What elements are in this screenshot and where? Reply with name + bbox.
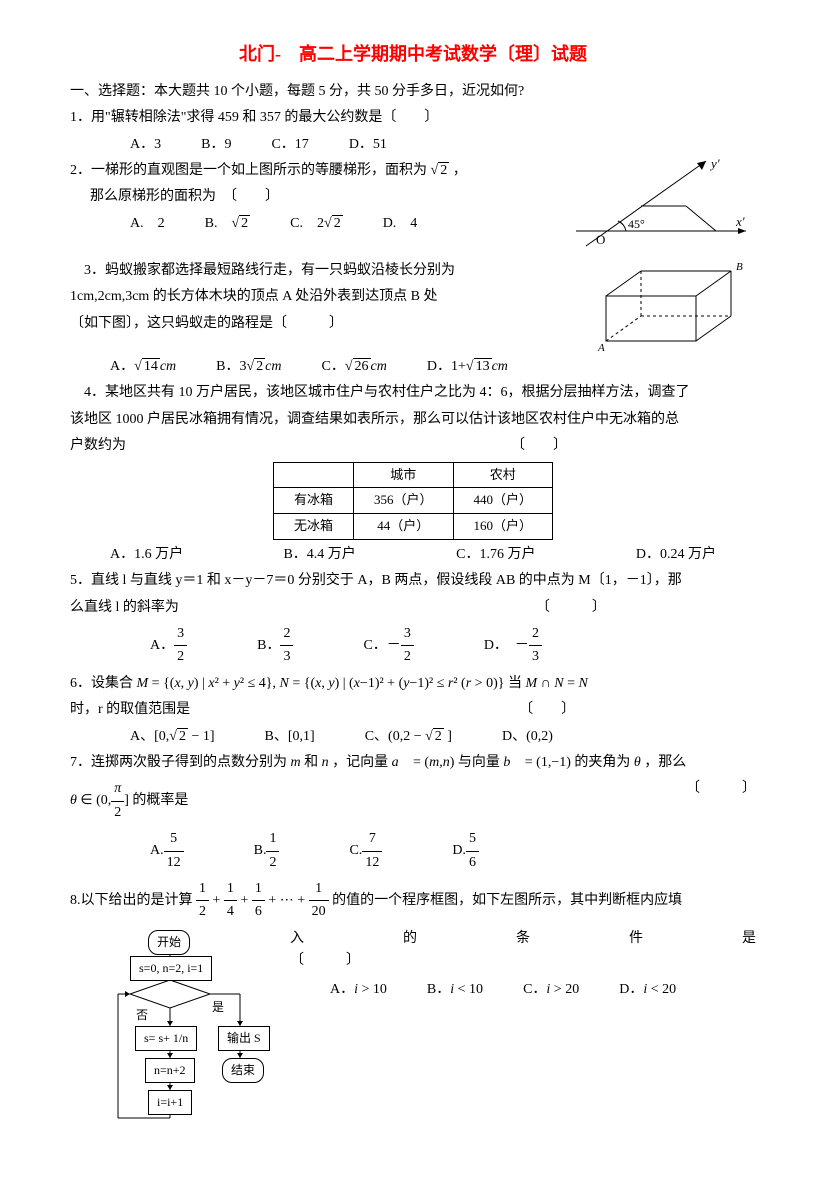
q4-line1: 4．某地区共有 10 万户居民，该地区城市住户与农村住户之比为 4：6，根据分层… [70,382,756,404]
q6-opt-b: B、[0,1] [265,726,315,748]
q2-opt-d: D. 4 [383,213,418,235]
fc-s: s= s+ 1/n [135,1026,197,1051]
q8-line1: 8.以下给出的是计算 12 + 14 + 16 + ⋯ + 120 的值的一个程… [70,878,756,924]
fc-out: 输出 S [218,1026,270,1051]
q7-opt-b: B.12 [254,828,280,874]
q6-options: A、[0,2 − 1] B、[0,1] C、(0,2 − 2 ] D、(0,2) [130,726,756,748]
q3-line2: 1cm,2cm,3cm 的长方体木块的顶点 A 处沿外表到达顶点 B 处 [70,286,586,308]
q7-line2: θ ∈ (0,π2] 的概率是 〔 〕 [70,778,756,824]
q4-line2: 该地区 1000 户居民冰箱拥有情况，调查结果如表所示，那么可以估计该地区农村住… [70,409,756,431]
angle-label: 45° [628,217,645,231]
q3-opt-c: C．26cm [322,356,387,378]
fc-i: i=i+1 [148,1090,192,1115]
q4-opt-a: A．1.6 万户 [110,544,183,566]
q5-opt-d: D． －23 [484,623,542,669]
q6-opt-c: C、(0,2 − 2 ] [365,726,452,748]
fc-no: 否 [136,1006,148,1025]
q2-opt-b: B. 2 [205,213,251,235]
q1-opt-b: B．9 [201,134,231,156]
q5-opt-c: C．－32 [363,623,413,669]
q4-table: 城市农村 有冰箱356（户）440（户） 无冰箱44（户）160（户） [273,462,553,540]
fc-init: s=0, n=2, i=1 [130,956,212,981]
q6-line1: 6．设集合 M = {(x, y) | x² + y² ≤ 4}, N = {(… [70,673,756,695]
q3-opt-d: D．1+13cm [427,356,508,378]
q5-opt-a: A．32 [150,623,187,669]
q4-r2c1: 44（户） [353,514,453,540]
q5-line1: 5．直线 l 与直线 y＝1 和 x－y－7＝0 分别交于 A，B 两点，假设线… [70,570,756,592]
q7-opt-c: C.712 [349,828,382,874]
origin-label: O [596,232,605,247]
q4-th1: 城市 [353,462,453,488]
q8-opt-a: A．i > 10 [330,979,387,1001]
q8-line2: 入的条件是 [290,928,756,950]
trapezoid-figure: y′ x′ O 45° [556,156,756,256]
q5-options: A．32 B．23 C．－32 D． －23 [150,623,756,669]
q6-opt-d: D、(0,2) [502,726,553,748]
flowchart-figure: 开始 s=0, n=2, i=1 否 是 s= s+ 1/n 输出 S n=n+… [100,928,280,1148]
q3-options: A．14cm B．32cm C．26cm D．1+13cm [110,356,756,378]
question-2-line1: 2．一梯形的直观图是一个如上图所示的等腰梯形，面积为 2 ， [70,160,556,182]
q3-opt-a: A．14cm [110,356,176,378]
question-2-line2: 那么原梯形的面积为 〔 〕 [90,186,556,208]
q3-opt-b: B．32cm [216,356,281,378]
q2-text1: 2．一梯形的直观图是一个如上图所示的等腰梯形，面积为 [70,163,431,178]
q1-opt-c: C．17 [271,134,308,156]
q4-r2: 无冰箱 [273,514,353,540]
q4-th2: 农村 [453,462,553,488]
q4-r1c2: 440（户） [453,488,553,514]
section-heading: 一、选择题：本大题共 10 个小题，每题 5 分，共 50 分手多日，近况如何? [70,81,756,103]
q6-opt-a: A、[0,2 − 1] [130,726,215,748]
fc-n: n=n+2 [145,1058,195,1083]
q8-opt-c: C．i > 20 [523,979,579,1001]
question-1: 1．用"辗转相除法"求得 459 和 357 的最大公约数是〔 〕 [70,107,756,129]
q4-opt-b: B．4.4 万户 [283,544,355,566]
q4-opt-c: C．1.76 万户 [456,544,535,566]
q4-opt-d: D．0.24 万户 [636,544,716,566]
q2-opt-a: A. 2 [130,213,165,235]
axis-x-label: x′ [735,214,745,229]
q8-options: A．i > 10 B．i < 10 C．i > 20 D．i < 20 [330,979,756,1001]
cuboid-figure: A B [586,256,756,356]
q5-line2: 么直线 l 的斜率为 〔 〕 [70,597,756,619]
q4-r1c1: 356（户） [353,488,453,514]
q2-comma: ， [453,163,467,178]
q1-options: A．3 B．9 C．17 D．51 [130,134,756,156]
q7-opt-d: D.56 [452,828,479,874]
q4-line3: 户数约为 〔 〕 [70,435,756,457]
page-title: 北门- 高二上学期期中考试数学〔理〕试题 [70,40,756,69]
cuboid-b-label: B [736,261,743,273]
q7-line1: 7．连掷两次骰子得到的点数分别为 m 和 n ，记向量 a⃗ = (m,n) 与… [70,752,756,774]
fc-yes: 是 [212,998,224,1017]
q6-line2: 时，r 的取值范围是 〔 〕 [70,699,756,721]
q1-opt-a: A．3 [130,134,161,156]
fc-start: 开始 [148,930,190,955]
q4-r1: 有冰箱 [273,488,353,514]
sqrt-icon: 2 [431,160,450,182]
q3-line3: 〔如下图〕，这只蚂蚁走的路程是〔 〕 [70,313,586,335]
q1-opt-d: D．51 [349,134,387,156]
q2-opt-c: C. 22 [290,213,343,235]
axis-y-label: y′ [709,156,720,171]
q8-opt-b: B．i < 10 [427,979,483,1001]
q4-r2c2: 160（户） [453,514,553,540]
q8-line3: 〔 〕 [290,950,756,972]
q8-opt-d: D．i < 20 [619,979,676,1001]
cuboid-a-label: A [597,342,605,354]
q5-opt-b: B．23 [257,623,293,669]
q7-bracket: 〔 〕 [686,778,756,800]
q7-opt-a: A.512 [150,828,184,874]
q7-options: A.512 B.12 C.712 D.56 [150,828,756,874]
q2-options: A. 2 B. 2 C. 22 D. 4 [130,213,556,235]
fc-end: 结束 [222,1058,264,1083]
q3-line1: 3．蚂蚁搬家都选择最短路线行走，有一只蚂蚁沿棱长分别为 [70,260,586,282]
q4-options: A．1.6 万户 B．4.4 万户 C．1.76 万户 D．0.24 万户 [110,544,716,566]
